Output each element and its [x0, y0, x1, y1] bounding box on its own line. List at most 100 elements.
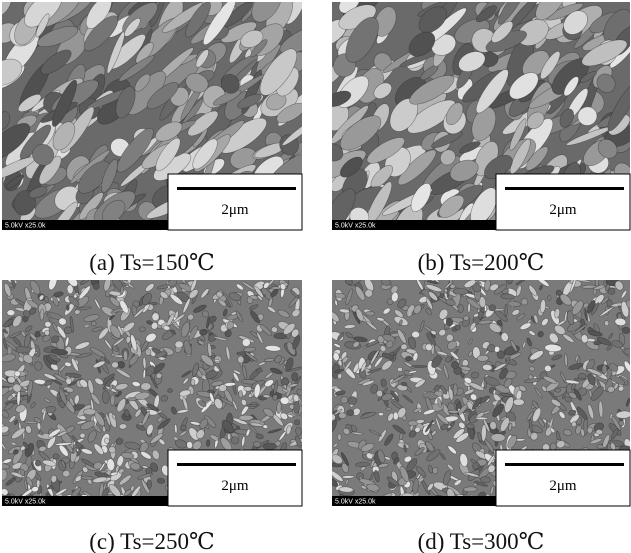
- sem-flake: [66, 305, 69, 311]
- sem-flake: [263, 443, 276, 450]
- sem-flake: [467, 303, 470, 313]
- sem-flake: [338, 413, 346, 419]
- sem-flake: [206, 440, 210, 447]
- sem-flake: [463, 487, 477, 492]
- scale-label: 2μm: [221, 202, 249, 218]
- scale-bar: [505, 463, 624, 466]
- sem-flake: [596, 429, 603, 435]
- sem-flake: [466, 424, 475, 429]
- sem-flake: [122, 283, 129, 285]
- sem-flake: [506, 278, 513, 284]
- sem-flake: [175, 341, 184, 349]
- sem-flake: [239, 390, 243, 397]
- sem-flake: [123, 350, 128, 360]
- sem-flake: [480, 476, 491, 483]
- sem-flake: [555, 388, 561, 392]
- sem-flake: [604, 321, 608, 326]
- sem-flake: [587, 427, 593, 434]
- scale-bar: [177, 187, 296, 190]
- sem-flake: [347, 410, 354, 416]
- sem-flake: [20, 469, 24, 476]
- sem-flake: [294, 419, 300, 425]
- sem-flake: [191, 379, 195, 385]
- sem-flake: [152, 312, 160, 321]
- figure: 5.0kV x25.0k 2μm (a) Ts=150℃ 5.0kV x25.0k 2μ…: [0, 0, 631, 553]
- sem-flake: [412, 331, 420, 338]
- sem-flake: [64, 326, 72, 334]
- sem-flake: [378, 412, 383, 415]
- sem-flake: [15, 371, 21, 377]
- sem-flake: [602, 365, 607, 374]
- sem-flake: [199, 329, 207, 335]
- sem-flake: [237, 352, 247, 356]
- sem-flake: [253, 441, 261, 448]
- sem-flake: [237, 356, 244, 364]
- sem-flake: [408, 420, 418, 426]
- sem-image: 5.0kV x25.0k2μm: [0, 0, 327, 246]
- sem-flake: [7, 376, 15, 383]
- info-text: 5.0kV x25.0k: [335, 499, 376, 506]
- sem-flake: [15, 346, 31, 353]
- sem-flake: [119, 424, 127, 430]
- panel-caption: (d) Ts=300℃: [418, 529, 545, 553]
- sem-flake: [139, 327, 145, 333]
- sem-flake: [167, 388, 172, 392]
- sem-flake: [365, 289, 373, 297]
- sem-flake: [457, 304, 463, 313]
- sem-flake: [281, 378, 289, 386]
- page: 5.0kV x25.0k 2μm (a) Ts=150℃ 5.0kV x25.0k 2μ…: [0, 0, 631, 553]
- sem-flake: [239, 415, 254, 421]
- sem-flake: [93, 283, 99, 290]
- sem-flake: [482, 364, 492, 371]
- info-text: 5.0kV x25.0k: [335, 223, 376, 230]
- sem-image: 5.0kV x25.0k 2μm: [0, 274, 307, 514]
- info-text: 5.0kV x25.0k: [5, 499, 46, 506]
- sem-flake: [411, 365, 427, 367]
- sem-flake: [547, 295, 551, 300]
- sem-flake: [293, 401, 299, 413]
- scale-label: 2μm: [549, 478, 577, 494]
- sem-flake: [35, 460, 40, 466]
- sem-flake: [622, 327, 630, 334]
- sem-flake: [513, 399, 524, 406]
- sem-flake: [401, 382, 407, 386]
- sem-flake: [505, 304, 508, 317]
- panel-caption: (c) Ts=250℃: [89, 529, 214, 553]
- sem-flake: [276, 401, 281, 413]
- sem-flake: [432, 467, 438, 474]
- sem-flake: [256, 370, 263, 373]
- sem-flake: [227, 433, 230, 440]
- sem-flake: [291, 372, 298, 381]
- sem-flake: [608, 386, 615, 392]
- sem-flake: [405, 356, 412, 361]
- scale-bar: [177, 463, 296, 466]
- sem-flake: [550, 443, 557, 450]
- sem-image: 5.0kV x25.0k 2μm: [326, 275, 631, 512]
- sem-flake: [365, 311, 374, 316]
- sem-flake: [574, 378, 586, 380]
- sem-flake: [381, 378, 387, 387]
- scale-label: 2μm: [549, 202, 577, 218]
- sem-flake: [83, 409, 96, 415]
- panel-caption: (a) Ts=150℃: [89, 250, 214, 275]
- sem-flake: [102, 390, 109, 403]
- sem-flake: [386, 408, 392, 411]
- sem-flake: [147, 479, 152, 488]
- sem-flake: [45, 330, 50, 335]
- sem-flake: [187, 314, 194, 320]
- sem-flake: [244, 386, 252, 391]
- sem-image: 5.0kV x25.0k 2μm: [314, 0, 631, 250]
- sem-flake: [110, 395, 115, 406]
- scale-label: 2μm: [221, 478, 249, 494]
- sem-flake: [337, 434, 341, 441]
- sem-flake: [35, 331, 41, 337]
- sem-flake: [141, 383, 151, 391]
- sem-flake: [477, 355, 489, 362]
- sem-flake: [397, 367, 402, 371]
- sem-flake: [491, 433, 505, 441]
- sem-flake: [453, 384, 457, 396]
- sem-flake: [80, 433, 86, 439]
- sem-flake: [475, 417, 488, 420]
- sem-flake: [463, 315, 469, 321]
- sem-flake: [186, 441, 193, 449]
